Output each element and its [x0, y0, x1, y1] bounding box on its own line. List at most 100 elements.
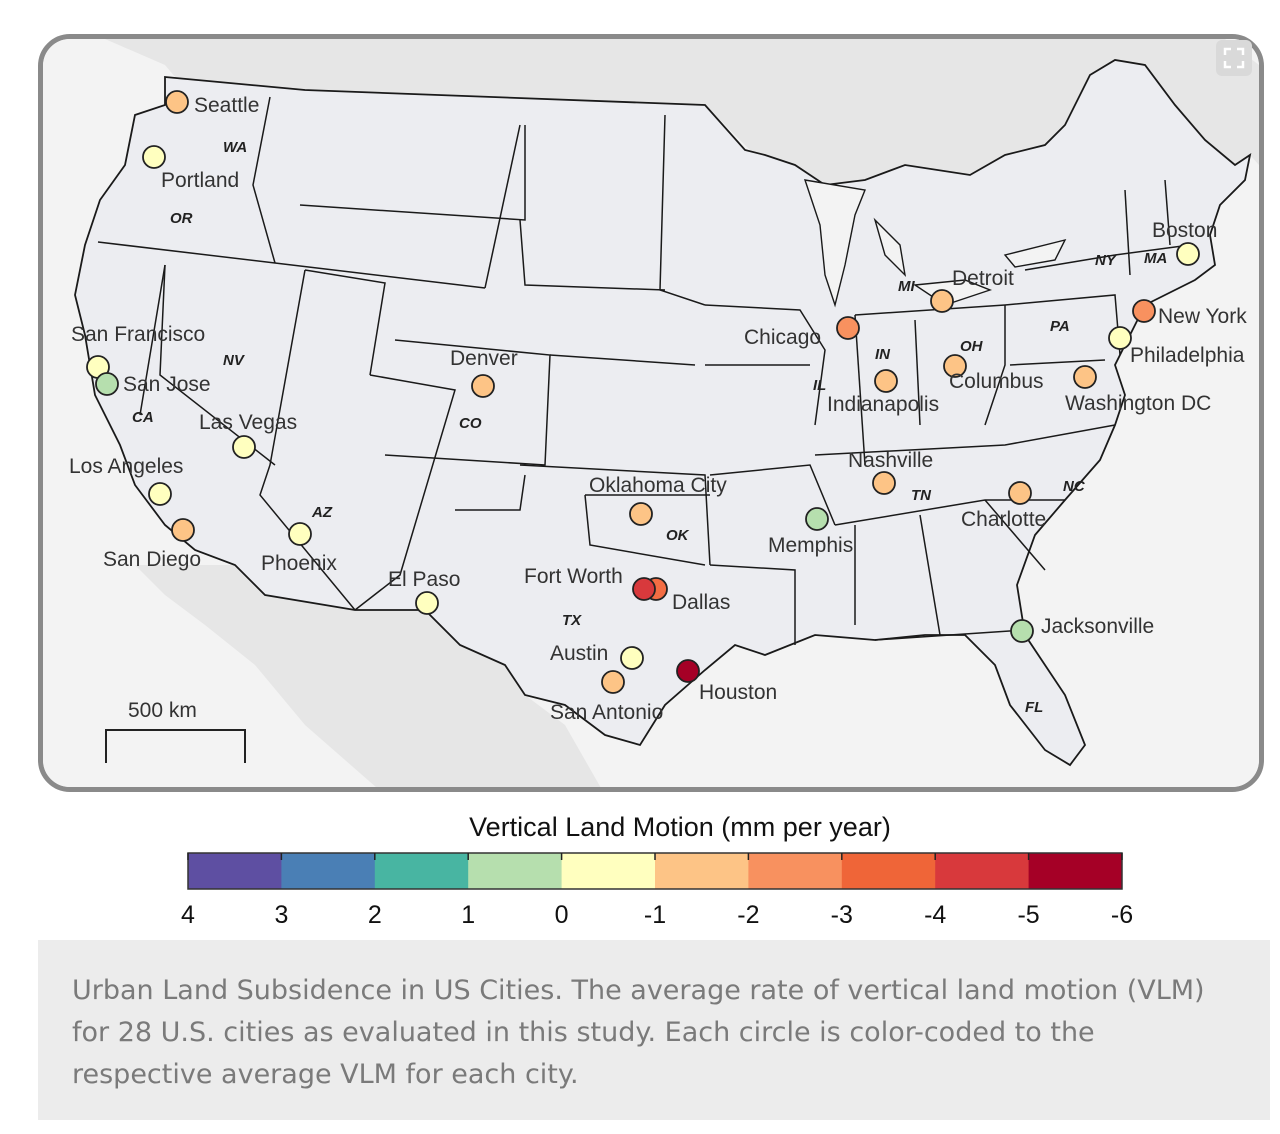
city-marker-memphis — [805, 507, 829, 531]
colorbar-ticks: 4 3 2 1 0 -1 -2 -3 -4 -5 -6 — [181, 853, 1133, 929]
state-label-ny: NY — [1095, 252, 1118, 269]
state-label-in: IN — [875, 346, 891, 363]
city-marker-washington-dc — [1073, 365, 1097, 389]
state-label-wa: WA — [223, 139, 247, 156]
state-label-oh: OH — [960, 338, 984, 355]
city-label-austin: Austin — [550, 642, 608, 665]
city-marker-charlotte — [1008, 481, 1032, 505]
city-marker-columbus — [943, 354, 967, 378]
caption-box: Urban Land Subsidence in US Cities. The … — [38, 940, 1270, 1120]
scale-bar: 500 km — [105, 699, 246, 763]
colorbar-tick-label: -2 — [737, 901, 759, 929]
city-marker-el-paso — [415, 591, 439, 615]
city-marker-los-angeles — [148, 482, 172, 506]
colorbar-swatch — [468, 853, 563, 889]
us-map: WA OR CA NV AZ CO TX OK IL IN MI OH TN N… — [43, 39, 1259, 787]
map-frame: WA OR CA NV AZ CO TX OK IL IN MI OH TN N… — [38, 34, 1264, 792]
city-marker-portland — [142, 145, 166, 169]
state-label-pa: PA — [1050, 318, 1070, 335]
city-label-philadelphia: Philadelphia — [1130, 344, 1245, 367]
expand-button[interactable] — [1216, 40, 1252, 76]
state-label-il: IL — [813, 377, 826, 394]
city-marker-philadelphia — [1108, 326, 1132, 350]
state-label-ma: MA — [1144, 250, 1167, 267]
state-label-mi: MI — [898, 278, 915, 295]
colorbar-tick-label: 0 — [555, 901, 569, 929]
state-label-nc: NC — [1063, 478, 1086, 495]
caption-text: Urban Land Subsidence in US Cities. The … — [72, 975, 1205, 1090]
city-label-phoenix: Phoenix — [261, 552, 337, 575]
city-markers — [86, 90, 1200, 694]
scale-bar-label: 500 km — [128, 699, 197, 722]
colorbar-swatch — [841, 853, 936, 889]
city-label-nashville: Nashville — [848, 449, 933, 472]
state-label-tx: TX — [562, 612, 582, 629]
canada-shape — [105, 39, 1259, 185]
colorbar-swatches — [187, 852, 1123, 890]
city-label-oklahoma-city: Oklahoma City — [589, 474, 727, 497]
city-label-columbus: Columbus — [949, 370, 1044, 393]
colorbar-tick-label: 4 — [181, 901, 195, 929]
colorbar-swatch — [561, 853, 656, 889]
colorbar-swatch — [281, 853, 376, 889]
state-label-tn: TN — [911, 487, 932, 504]
colorbar: 4 3 2 1 0 -1 -2 -3 -4 -5 -6 — [181, 852, 1133, 929]
expand-icon — [1223, 47, 1245, 69]
city-marker-seattle — [165, 90, 189, 114]
city-marker-new-york — [1132, 299, 1156, 323]
state-label-or: OR — [170, 210, 193, 227]
city-label-san-francisco: San Francisco — [71, 323, 205, 346]
city-label-houston: Houston — [699, 681, 777, 704]
state-label-co: CO — [459, 415, 482, 432]
city-marker-houston — [676, 659, 700, 683]
colorbar-tick-label: -6 — [1111, 901, 1133, 929]
city-label-portland: Portland — [161, 169, 239, 192]
city-label-dallas: Dallas — [672, 591, 730, 614]
city-label-charlotte: Charlotte — [961, 508, 1046, 531]
city-marker-las-vegas — [232, 435, 256, 459]
city-label-los-angeles: Los Angeles — [69, 455, 183, 478]
city-marker-boston — [1176, 242, 1200, 266]
colorbar-swatch — [188, 853, 282, 889]
state-borders — [97, 96, 1191, 645]
city-marker-san-jose — [95, 372, 119, 396]
city-labels: Seattle Portland San Francisco San Jose … — [69, 94, 1247, 724]
state-label-ok: OK — [666, 527, 690, 544]
city-label-fort-worth: Fort Worth — [524, 565, 623, 588]
city-marker-detroit — [930, 289, 954, 313]
city-marker-fort-worth — [632, 577, 656, 601]
city-label-denver: Denver — [450, 347, 518, 370]
city-marker-austin — [620, 646, 644, 670]
legend-title: Vertical Land Motion (mm per year) — [469, 812, 891, 842]
us-landmass — [74, 59, 1252, 767]
colorbar-swatch — [935, 853, 1030, 889]
city-label-san-jose: San Jose — [123, 373, 211, 396]
state-label-fl: FL — [1025, 699, 1043, 716]
city-label-detroit: Detroit — [952, 267, 1014, 290]
state-label-az: AZ — [311, 504, 333, 521]
city-marker-phoenix — [288, 522, 312, 546]
colorbar-tick-label: -1 — [644, 901, 666, 929]
colorbar-tick-label: -3 — [831, 901, 853, 929]
state-label-ca: CA — [132, 409, 154, 426]
city-label-las-vegas: Las Vegas — [199, 411, 297, 434]
colorbar-tick-label: 1 — [461, 901, 475, 929]
city-label-new-york: New York — [1158, 305, 1247, 328]
great-lakes — [803, 179, 1067, 308]
colorbar-tick-label: 3 — [274, 901, 288, 929]
colorbar-swatch — [374, 853, 469, 889]
colorbar-tick-label: -4 — [924, 901, 946, 929]
city-label-jacksonville: Jacksonville — [1041, 615, 1154, 638]
colorbar-tick-label: 2 — [368, 901, 382, 929]
mexico-shape — [135, 565, 601, 787]
city-label-san-antonio: San Antonio — [550, 701, 663, 724]
city-marker-indianapolis — [874, 369, 898, 393]
city-marker-jacksonville — [1010, 619, 1034, 643]
city-label-boston: Boston — [1152, 219, 1217, 242]
city-label-memphis: Memphis — [768, 534, 853, 557]
state-label-nv: NV — [223, 352, 246, 369]
city-label-washington-dc: Washington DC — [1065, 392, 1211, 415]
city-marker-denver — [471, 374, 495, 398]
city-marker-nashville — [872, 471, 896, 495]
city-marker-san-antonio — [601, 670, 625, 694]
